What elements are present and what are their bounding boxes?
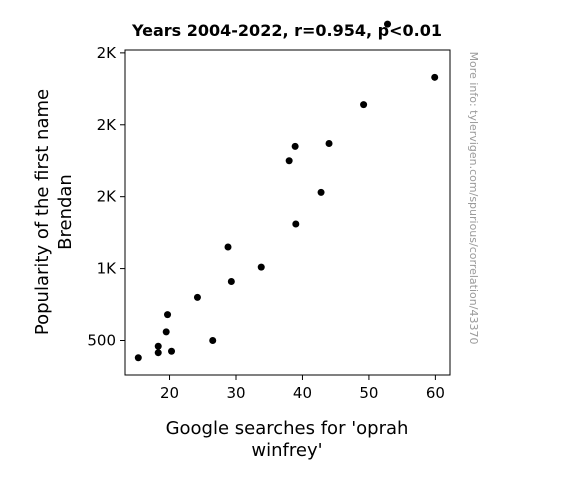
data-point [291,142,299,150]
y-axis-label-line-1: Popularity of the first name [32,89,53,335]
data-point [162,328,170,336]
data-point [134,354,142,362]
y-tick-label: 2K [97,116,118,134]
x-tick-label: 40 [293,384,312,402]
data-point [292,220,300,228]
x-axis-label-line-2: winfrey' [251,440,322,461]
data-point [168,347,176,355]
data-point [209,336,217,344]
x-tick-label: 30 [226,384,245,402]
y-axis: 500 1K 2K 2K 2K [87,44,125,349]
x-tick-label: 50 [359,384,378,402]
y-tick-label: 1K [97,260,118,278]
data-points [134,20,439,362]
x-axis-label-line-1: Google searches for 'oprah [166,418,409,439]
y-axis-label-line-2: Brendan [55,174,76,250]
data-point [431,73,439,81]
data-point [227,278,235,286]
data-point [384,20,392,28]
data-point [317,188,325,196]
y-tick-label: 2K [97,188,118,206]
data-point [193,293,201,301]
source-note: More info: tylervigen.com/spurious/corre… [467,52,480,345]
x-tick-label: 60 [426,384,445,402]
data-point [224,243,232,251]
chart-title: Years 2004-2022, r=0.954, p<0.01 [131,21,442,40]
x-tick-label: 20 [160,384,179,402]
data-point [154,349,162,357]
data-point [325,139,333,147]
data-point [285,157,293,165]
y-tick-label: 500 [87,331,116,349]
data-point [360,101,368,109]
y-tick-label: 2K [97,44,118,62]
plot-area [124,49,451,376]
x-axis: 20 30 40 50 60 [160,375,445,402]
data-point [164,311,172,319]
data-point [154,342,162,350]
data-point [257,263,265,271]
